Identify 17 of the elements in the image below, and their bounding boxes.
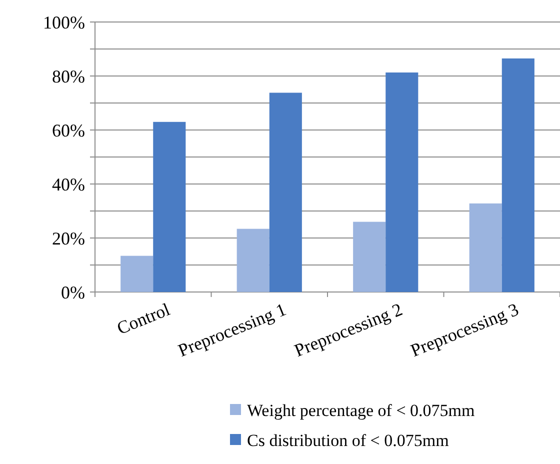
y-tick-label: 20% bbox=[52, 228, 85, 248]
y-tick-label: 80% bbox=[52, 66, 85, 86]
bar bbox=[269, 92, 302, 292]
bar bbox=[469, 203, 502, 292]
y-tick-label: 40% bbox=[52, 174, 85, 194]
y-tick-label: 100% bbox=[43, 12, 85, 32]
bar bbox=[236, 228, 270, 292]
x-tick-label: Control bbox=[114, 299, 173, 338]
y-tick-label: 0% bbox=[61, 282, 85, 302]
bar bbox=[502, 58, 534, 292]
bar bbox=[386, 72, 418, 292]
y-tick-label: 60% bbox=[52, 120, 85, 140]
bar bbox=[353, 222, 386, 292]
bar bbox=[120, 256, 154, 292]
legend-label: Weight percentage of < 0.075mm bbox=[247, 400, 475, 420]
legend-label: Cs distribution of < 0.075mm bbox=[247, 430, 449, 450]
bar bbox=[153, 122, 186, 292]
